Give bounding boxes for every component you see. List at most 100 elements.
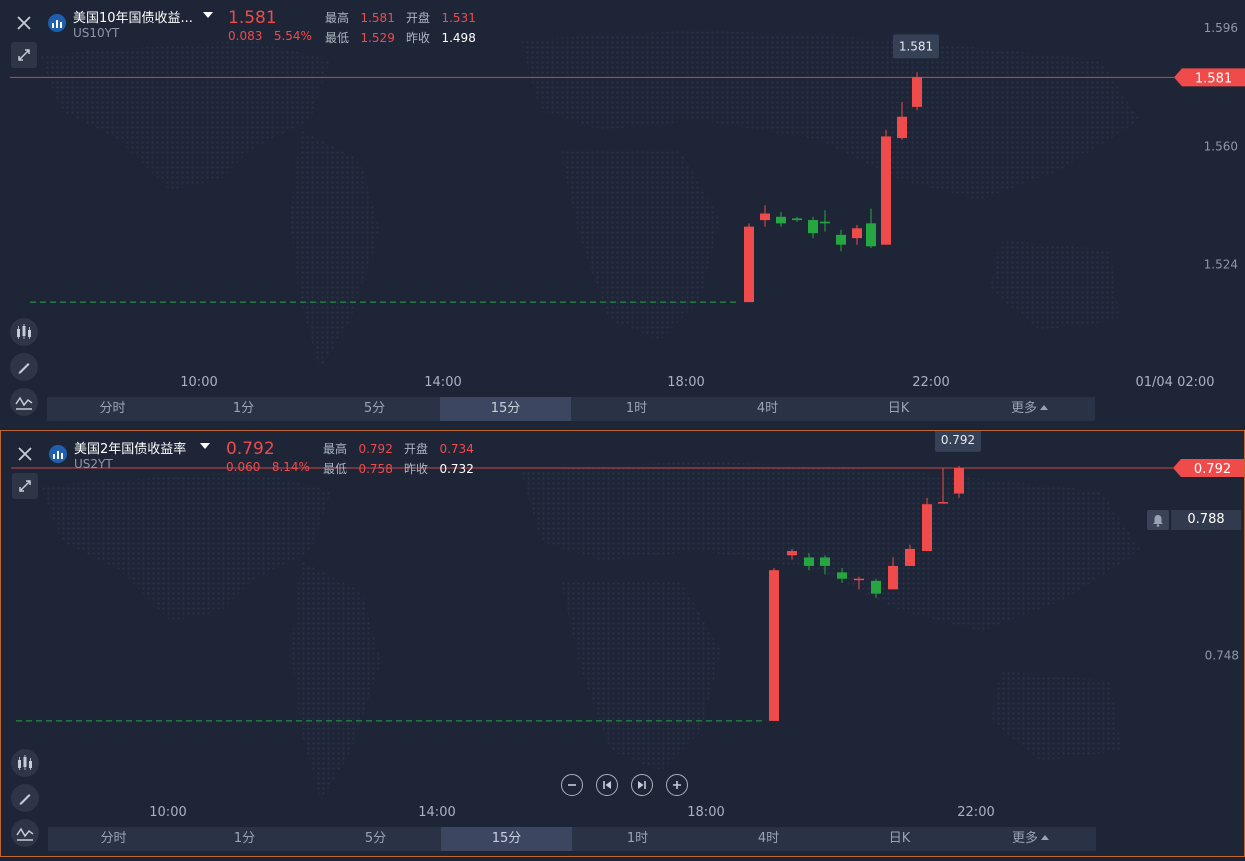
candle-body xyxy=(776,216,786,224)
last-price-tooltip-label: 0.792 xyxy=(941,433,975,447)
step-forward-icon xyxy=(638,781,646,789)
candle-body xyxy=(871,580,881,594)
chart-panel-us2yt: 0.7480.78110:0014:0018:0022:000.7920.792… xyxy=(0,430,1245,857)
instrument-name[interactable]: 美国2年国债收益率 xyxy=(74,442,187,457)
open-stat: 开盘 0.734 xyxy=(404,442,474,456)
candle-body xyxy=(888,565,898,590)
candle-body xyxy=(922,504,932,552)
tab-more-label: 更多 xyxy=(1011,831,1038,846)
zoom-in-icon xyxy=(673,781,681,789)
tab-7[interactable]: 日K xyxy=(888,831,911,846)
alert-price-tag: 0.788 xyxy=(1171,510,1241,530)
expand-button[interactable] xyxy=(12,473,38,499)
tab-6[interactable]: 4时 xyxy=(757,831,780,846)
chart-panel-us10yt: 1.524 1.560 1.596 10:00 14:00 18:00 22:00 01/04… xyxy=(0,0,1245,428)
last-price-tooltip xyxy=(935,431,981,452)
candle-body xyxy=(912,77,922,107)
tab-2[interactable]: 1分 xyxy=(233,831,256,846)
candle-body xyxy=(881,136,891,245)
current-price-tag xyxy=(1173,459,1244,478)
candle-body xyxy=(897,116,907,139)
caret-up-icon xyxy=(1041,835,1049,840)
change-value: 0.060 8.14% xyxy=(226,460,310,474)
close-icon xyxy=(17,16,31,30)
candle-body xyxy=(820,557,830,566)
current-price-tag-label: 1.581 xyxy=(1195,71,1232,86)
candle-body xyxy=(837,572,847,579)
instrument-name[interactable]: 美国10年国债收益... xyxy=(73,11,193,26)
tab-more-label: 更多 xyxy=(1010,401,1037,416)
candle-body xyxy=(905,548,915,566)
step-forward-button[interactable] xyxy=(631,774,653,796)
candle-body xyxy=(744,226,754,303)
expand-button[interactable] xyxy=(11,42,37,68)
indicator-button[interactable] xyxy=(11,819,39,847)
draw-tool-button[interactable] xyxy=(11,784,39,812)
draw-tool-button[interactable] xyxy=(10,353,38,381)
instrument-code: US10YT xyxy=(73,26,120,40)
candle-body xyxy=(760,213,770,221)
high-stat: 最高 0.792 xyxy=(323,442,393,456)
timeframe-tabs: 分时 1分 5分 15分 1时 4时 日K 更多 xyxy=(47,397,1095,421)
candle-body xyxy=(808,220,818,234)
candle-body xyxy=(854,578,864,581)
candle-body xyxy=(769,570,779,721)
low-stat: 最低 0.758 xyxy=(323,462,393,476)
indicator-icon xyxy=(16,827,34,841)
tab-more[interactable]: 更多 xyxy=(964,397,1095,421)
chart-logo-icon xyxy=(49,445,67,463)
chart-type-button[interactable] xyxy=(10,318,38,346)
candle-body xyxy=(792,218,802,221)
caret-up-icon xyxy=(1040,405,1048,410)
step-back-button[interactable] xyxy=(596,774,618,796)
chart-logo-icon xyxy=(48,14,66,32)
last-price: 1.581 xyxy=(228,8,277,28)
close-button[interactable] xyxy=(12,441,38,467)
indicator-button[interactable] xyxy=(10,388,38,416)
tab-7[interactable]: 日K xyxy=(887,401,910,416)
candle-body xyxy=(938,502,948,504)
price-alert-button[interactable] xyxy=(1147,510,1169,530)
tab-3[interactable]: 5分 xyxy=(364,831,387,846)
y-tick-label: 0.748 xyxy=(1205,648,1239,662)
zoom-out-button[interactable] xyxy=(561,774,583,796)
candlestick-chart-us10yt[interactable]: 1.524 1.560 1.596 10:00 14:00 18:00 22:00 01/04… xyxy=(0,0,1245,395)
tab-5[interactable]: 1时 xyxy=(626,831,649,846)
candle-body xyxy=(836,234,846,245)
tab-2[interactable]: 1分 xyxy=(232,401,255,416)
candle-body xyxy=(954,468,964,494)
instrument-dropdown-icon[interactable] xyxy=(200,443,210,449)
last-price: 0.792 xyxy=(226,439,275,459)
close-icon xyxy=(18,447,32,461)
expand-icon xyxy=(19,480,31,492)
last-price-tooltip-label: 1.581 xyxy=(899,39,933,53)
zoom-in-button[interactable] xyxy=(666,774,688,796)
tab-6[interactable]: 4时 xyxy=(756,401,779,416)
tab-3[interactable]: 5分 xyxy=(363,401,386,416)
close-button[interactable] xyxy=(11,10,37,36)
tab-1[interactable]: 分时 xyxy=(99,401,126,416)
y-tick-label: 1.560 xyxy=(1204,139,1238,153)
tab-1[interactable]: 分时 xyxy=(100,831,127,846)
current-price-tag-label: 0.792 xyxy=(1194,462,1231,477)
expand-icon xyxy=(18,49,30,61)
last-price-tooltip xyxy=(893,34,939,59)
instrument-dropdown-icon[interactable] xyxy=(203,12,213,18)
tab-5[interactable]: 1时 xyxy=(625,401,648,416)
pencil-icon xyxy=(19,794,31,805)
prev-close-stat: 昨收 1.498 xyxy=(406,31,476,45)
tab-4[interactable]: 15分 xyxy=(441,827,572,851)
tab-4[interactable]: 15分 xyxy=(440,397,571,421)
x-tick-label: 10:00 xyxy=(149,805,186,820)
chart-type-button[interactable] xyxy=(11,749,39,777)
step-back-icon xyxy=(603,781,611,789)
candle-body xyxy=(787,551,797,556)
current-price-tag xyxy=(1174,68,1245,87)
pencil-icon xyxy=(18,363,30,374)
tab-more[interactable]: 更多 xyxy=(965,827,1096,851)
y-tick-label: 1.596 xyxy=(1204,21,1238,35)
bell-icon xyxy=(1153,514,1163,527)
y-tick-label: 1.524 xyxy=(1204,257,1238,271)
change-value: 0.083 5.54% xyxy=(228,29,312,43)
